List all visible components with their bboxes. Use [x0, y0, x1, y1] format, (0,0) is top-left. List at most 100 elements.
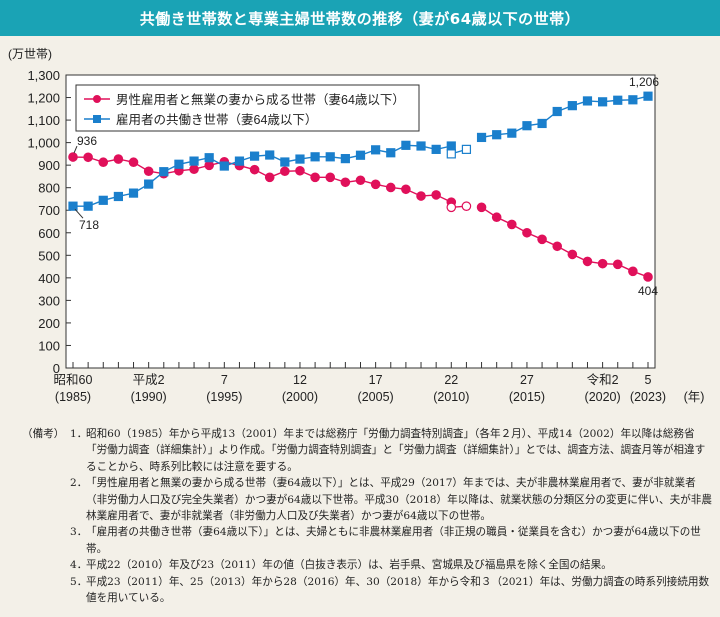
line-chart: 0 100 200 300 400 500 600 700 800 900 1,000 1,100 1,… — [8, 47, 705, 404]
data-point-square — [204, 153, 214, 163]
legend-marker-circle — [93, 95, 101, 103]
data-point-square — [628, 95, 638, 105]
x-tick-label-era: 12 — [293, 373, 307, 387]
x-tick-label-era: 7 — [221, 373, 228, 387]
data-point-square — [567, 101, 577, 111]
y-tick-label: 700 — [38, 203, 60, 218]
data-label: 404 — [638, 284, 658, 298]
data-point-square — [371, 145, 381, 155]
y-tick-label: 300 — [38, 293, 60, 308]
x-tick-label-era: 17 — [369, 373, 383, 387]
x-tick-label-era: 22 — [444, 373, 458, 387]
y-tick-label: 100 — [38, 338, 60, 353]
data-point-square — [113, 191, 123, 202]
x-tick-label-year: (1995) — [206, 390, 242, 404]
data-point-square — [234, 156, 245, 166]
data-point-square — [219, 161, 229, 171]
data-point-circle — [628, 266, 638, 277]
data-point-square — [128, 188, 139, 198]
data-point-square — [355, 150, 366, 160]
data-point-circle — [522, 227, 532, 238]
note-item: （備考） 1． 昭和60（1985）年から平成13（2001）年までは総務庁「労働力… — [22, 426, 712, 475]
x-tick-label-year: (1990) — [131, 390, 167, 404]
label-leader — [74, 208, 84, 219]
data-point-square — [613, 95, 623, 105]
data-label: 936 — [77, 134, 97, 148]
data-point-circle — [582, 256, 593, 267]
y-tick-label: 500 — [38, 248, 60, 263]
data-point-circle — [310, 172, 320, 183]
data-point-square — [265, 150, 275, 160]
y-tick-label: 1,000 — [27, 136, 60, 151]
data-point-circle — [280, 166, 290, 177]
x-tick-label-era: 平成2 — [133, 373, 165, 387]
data-point-circle — [431, 190, 441, 200]
y-tick-label: 1,200 — [27, 91, 60, 106]
data-point-circle — [446, 202, 457, 213]
y-tick-label: 1,100 — [27, 113, 60, 128]
data-point-circle — [370, 179, 381, 190]
data-point-square — [325, 152, 335, 162]
data-label: 718 — [79, 218, 99, 232]
x-tick-label-year: (1985) — [55, 390, 91, 404]
chart-title: 共働き世帯数と専業主婦世帯数の推移（妻が64歳以下の世帯） — [0, 0, 720, 36]
note-item: 4． 平成22（2010）年及び23（2011）年の値（白抜き表示）は、岩手県、宮… — [22, 557, 712, 573]
note-text: 「雇用者の共働き世帯（妻64歳以下）」とは、夫婦ともに非農林業雇用者（非正規の職… — [86, 526, 701, 555]
y-tick-label: 200 — [38, 316, 60, 331]
data-point-square — [522, 121, 532, 131]
x-tick-label-era: 5 — [645, 373, 652, 387]
data-point-circle — [597, 258, 608, 269]
data-point-circle — [264, 172, 275, 183]
data-point-square — [144, 179, 154, 189]
data-point-square — [280, 157, 290, 167]
data-point-square — [598, 97, 608, 107]
data-point-square — [476, 132, 487, 143]
legend-label: 男性雇用者と無業の妻から成る世帯（妻64歳以下） — [116, 92, 405, 107]
data-point-square — [507, 128, 517, 138]
note-text: 平成23（2011）年、25（2013）年から28（2016）年、30（2018… — [86, 575, 710, 605]
data-point-square — [643, 91, 653, 101]
y-tick-label: 900 — [38, 158, 60, 173]
x-tick-label-year: (2000) — [282, 390, 318, 404]
y-tick-label: 400 — [38, 271, 60, 286]
data-point-circle — [325, 172, 336, 183]
x-tick-label-year: (2023) — [630, 390, 666, 404]
data-point-circle — [567, 249, 578, 260]
data-point-circle — [98, 157, 109, 168]
x-tick-label-era: 令和2 — [587, 372, 619, 387]
data-point-circle — [537, 234, 547, 245]
data-point-square — [446, 149, 456, 159]
data-point-circle — [401, 184, 411, 195]
data-point-square — [386, 148, 396, 158]
data-point-square — [310, 152, 320, 162]
data-point-square — [159, 167, 169, 177]
data-point-circle — [113, 154, 124, 164]
legend-marker-square — [93, 115, 101, 123]
y-axis-label: (万世帯) — [8, 47, 52, 61]
data-point-circle — [491, 212, 502, 223]
data-point-circle — [461, 201, 472, 211]
note-item: 5． 平成23（2011）年、25（2013）年から28（2016）年、30（20… — [22, 574, 712, 607]
data-point-circle — [189, 164, 199, 175]
note-head — [22, 557, 70, 573]
data-point-square — [537, 118, 547, 129]
data-point-square — [295, 154, 305, 164]
note-head — [22, 475, 70, 524]
data-point-square — [582, 96, 593, 106]
data-label: 1,206 — [629, 75, 659, 89]
data-point-square — [461, 144, 472, 154]
note-head — [22, 524, 70, 557]
y-tick-label: 0 — [53, 361, 60, 376]
data-point-circle — [249, 164, 260, 175]
data-point-circle — [355, 175, 366, 186]
y-tick-label: 800 — [38, 181, 60, 196]
note-text: 昭和60（1985）年から平成13（2001）年までは総務庁「労働力調査特別調査… — [86, 428, 706, 473]
data-point-square — [416, 141, 426, 151]
note-text: 「男性雇用者と無業の妻から成る世帯（妻64歳以下）」とは、平成29（2017）年… — [86, 477, 712, 523]
legend — [75, 84, 420, 132]
data-point-circle — [340, 177, 351, 188]
data-point-square — [340, 154, 350, 164]
data-point-square — [446, 141, 456, 151]
x-axis-label: (年) — [684, 390, 705, 404]
data-point-circle — [143, 166, 154, 177]
